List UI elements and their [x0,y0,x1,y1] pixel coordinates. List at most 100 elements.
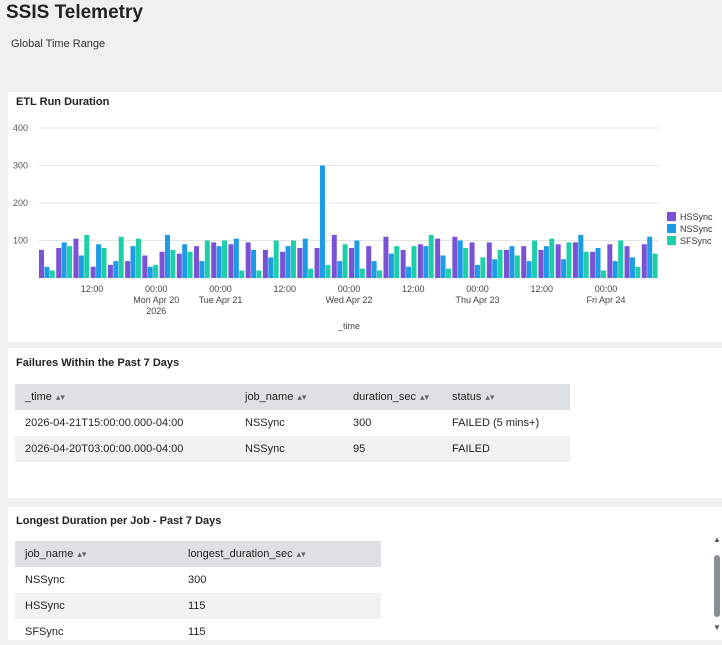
bar-nssync [78,255,84,278]
bar-nssync [492,259,498,278]
bar-nssync [113,261,119,278]
longest-duration-panel: Longest Duration per Job - Past 7 Days j… [8,507,722,640]
col-job-name-header[interactable]: job_name ▴▾ [15,541,178,567]
bar-sfsync [514,255,520,278]
bar-sfsync [445,268,451,278]
cell-status: FAILED [442,436,570,462]
col-label: job_name [25,548,74,560]
bar-nssync [199,261,205,278]
bar-hssync [590,251,596,278]
bar-nssync [130,246,136,278]
x-axis-title: _time [337,321,360,331]
bar-hssync [452,236,458,278]
bar-hssync [56,248,62,278]
bar-nssync [647,236,653,278]
bar-nssync [543,246,549,278]
bar-sfsync [84,234,90,278]
bar-nssync [354,240,360,278]
x-tick-label: 2026 [146,306,166,316]
col-longest-duration-header[interactable]: longest_duration_sec ▴▾ [178,541,381,567]
x-tick-label: 00:00 [145,284,168,294]
cell-job-name: HSSync [15,593,178,619]
etl-run-duration-panel: ETL Run Duration 400 300 200 100 12:00 00:00 M… [8,92,722,342]
cell-job-name: NSSync [235,436,343,462]
col-label: duration_sec [353,391,416,403]
legend-label: NSSync [680,224,713,234]
legend-swatch-nssync [667,224,676,233]
table-row[interactable]: 2026-04-20T03:00:00.000-04:00 NSSync 95 … [15,436,570,462]
bar-hssync [73,238,79,278]
sort-icon[interactable]: ▴▾ [55,392,65,402]
bar-sfsync [308,268,314,278]
sort-icon[interactable]: ▴▾ [297,392,307,402]
bar-sfsync [359,268,365,278]
bar-sfsync [428,234,434,278]
sort-icon[interactable]: ▴▾ [77,549,87,559]
bar-nssync [406,266,412,278]
col-job-name-header[interactable]: job_name ▴▾ [235,384,343,410]
bar-nssync [216,246,222,278]
bar-hssync [142,255,148,278]
sort-icon[interactable]: ▴▾ [296,549,306,559]
cell-time: 2026-04-20T03:00:00.000-04:00 [15,436,235,462]
cell-longest-duration: 115 [188,626,206,638]
scroll-down-icon[interactable]: ▼ [713,623,721,632]
sort-icon[interactable]: ▴▾ [420,392,430,402]
bar-sfsync [652,253,658,278]
bar-nssync [319,165,325,278]
col-status-header[interactable]: status ▴▾ [442,384,570,410]
bar-nssync [44,266,50,278]
bar-nssync [457,240,463,278]
table-row[interactable]: 2026-04-21T15:00:00.000-04:00 NSSync 300… [15,410,570,436]
bar-sfsync [290,240,296,278]
col-label: job_name [245,391,294,403]
bar-sfsync [187,251,193,278]
scroll-up-icon[interactable]: ▲ [713,535,721,544]
bar-sfsync [170,249,176,278]
table-row[interactable]: SFSync 115 [15,619,381,645]
x-tick-label: 00:00 [338,284,361,294]
global-time-range-label[interactable]: Global Time Range [11,38,106,50]
table-row[interactable]: NSSync 300 [15,567,381,593]
col-time-header[interactable]: _time ▴▾ [15,384,235,410]
bar-sfsync [325,264,331,278]
bar-nssync [440,255,446,278]
bar-hssync [349,248,355,278]
bar-nssync [147,266,153,278]
bar-sfsync [239,270,245,278]
bar-nssync [61,242,67,278]
col-label: longest_duration_sec [188,548,293,560]
scrollbar-thumb[interactable] [714,555,720,617]
table-row[interactable]: HSSync 115 [15,593,381,619]
col-duration-header[interactable]: duration_sec ▴▾ [343,384,442,410]
bar-hssync [521,246,527,278]
cell-longest-duration: 300 [188,574,207,586]
y-tick-label: 300 [13,161,28,171]
bar-hssync [107,264,113,278]
bar-hssync [366,246,372,278]
bar-sfsync [480,257,486,278]
y-tick-label: 400 [13,123,28,133]
bar-hssync [194,246,200,278]
page-title: SSIS Telemetry [6,2,143,23]
bar-hssync [280,251,286,278]
y-tick-label: 100 [13,236,28,246]
bar-sfsync [377,270,383,278]
bar-hssync [331,234,337,278]
x-tick-label: 00:00 [595,284,618,294]
legend-swatch-sfsync [667,236,676,245]
cell-job-name: NSSync [245,417,285,429]
longest-duration-table: job_name ▴▾ longest_duration_sec ▴▾ NSSync… [15,541,381,645]
bar-nssync [96,244,102,278]
x-tick-label: Wed Apr 22 [326,295,373,305]
x-tick-label: 12:00 [530,284,553,294]
failures-panel: Failures Within the Past 7 Days _time ▴▾ … [8,348,722,498]
bar-sfsync [101,248,107,278]
bar-hssync [572,242,578,278]
bar-sfsync [583,251,589,278]
bar-sfsync [204,240,210,278]
vertical-scrollbar[interactable]: ▲ ▼ [712,535,722,639]
sort-icon[interactable]: ▴▾ [485,392,495,402]
longest-title: Longest Duration per Job - Past 7 Days [16,515,222,527]
